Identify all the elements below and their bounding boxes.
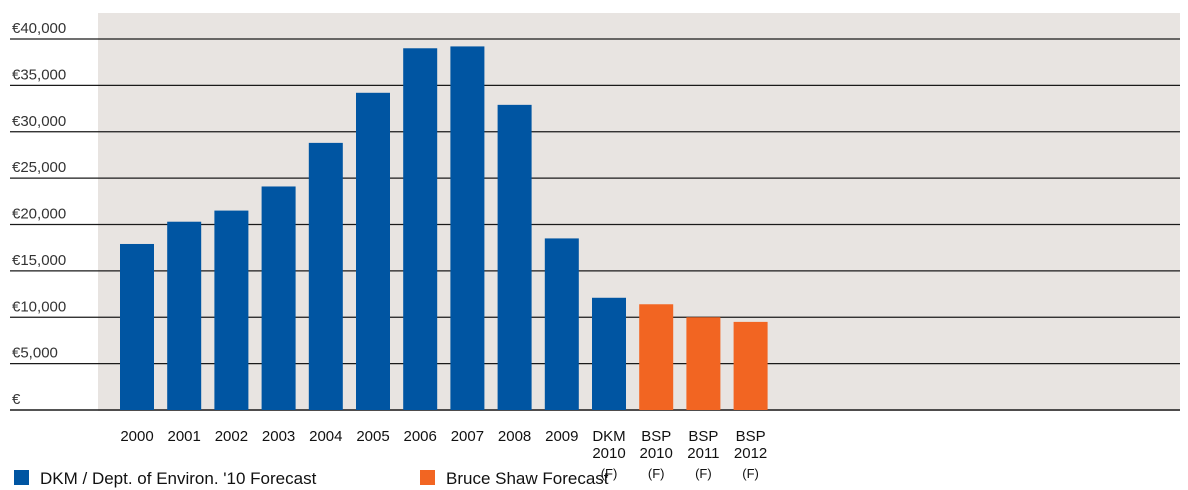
bar [450, 46, 485, 411]
x-tick-label: 2007 [451, 428, 484, 445]
legend-swatch [420, 470, 435, 485]
bar [497, 104, 532, 410]
x-tick-label: 2001 [168, 428, 201, 445]
legend: DKM / Dept. of Environ. '10 Forecast Bruc… [14, 469, 609, 488]
bar [592, 297, 626, 410]
gridlines [10, 38, 1180, 411]
y-tick-label: €20,000 [12, 206, 66, 223]
x-tick-label: 2003 [262, 428, 295, 445]
bar [686, 317, 721, 410]
x-axis-tick-labels: 2000 2001 2002 2003 2004 2005 2006 2007 2008 2009… [120, 428, 767, 481]
bar [639, 304, 674, 410]
y-tick-label: €10,000 [12, 298, 66, 315]
x-tick-label: BSP 2010 (F) [640, 428, 673, 481]
legend-label: DKM / Dept. of Environ. '10 Forecast [40, 469, 317, 488]
y-tick-label: €15,000 [12, 252, 66, 269]
x-tick-label: 2002 [215, 428, 248, 445]
bar [733, 321, 768, 410]
y-tick-label: €40,000 [12, 20, 66, 37]
y-axis-tick-labels: € €5,000 €10,000 €15,000 €20,000 €25,000 €30,0… [12, 20, 66, 408]
plot-background [98, 13, 1180, 411]
x-tick-label: BSP 2012 (F) [734, 428, 767, 481]
bar [356, 92, 390, 411]
bar [120, 243, 154, 410]
y-tick-label: € [12, 391, 21, 408]
legend-label: Bruce Shaw Forecast [446, 469, 609, 488]
y-tick-label: €30,000 [12, 113, 66, 130]
y-tick-label: €35,000 [12, 66, 66, 83]
bar [214, 210, 249, 410]
bar [167, 221, 202, 410]
x-tick-label: 2008 [498, 428, 531, 445]
y-tick-label: €25,000 [12, 159, 66, 176]
bar [308, 142, 343, 410]
x-tick-label: DKM 2010 (F) [592, 428, 625, 481]
x-tick-label: 2006 [404, 428, 437, 445]
legend-swatch [14, 470, 29, 485]
bars [120, 46, 768, 411]
bar [261, 186, 296, 410]
bar [544, 238, 579, 410]
x-tick-label: 2009 [545, 428, 578, 445]
bar [403, 48, 438, 411]
x-tick-label: 2005 [356, 428, 389, 445]
x-tick-label: 2004 [309, 428, 342, 445]
x-tick-label: BSP 2011 (F) [687, 428, 719, 481]
x-tick-label: 2000 [120, 428, 153, 445]
y-tick-label: €5,000 [12, 345, 58, 362]
